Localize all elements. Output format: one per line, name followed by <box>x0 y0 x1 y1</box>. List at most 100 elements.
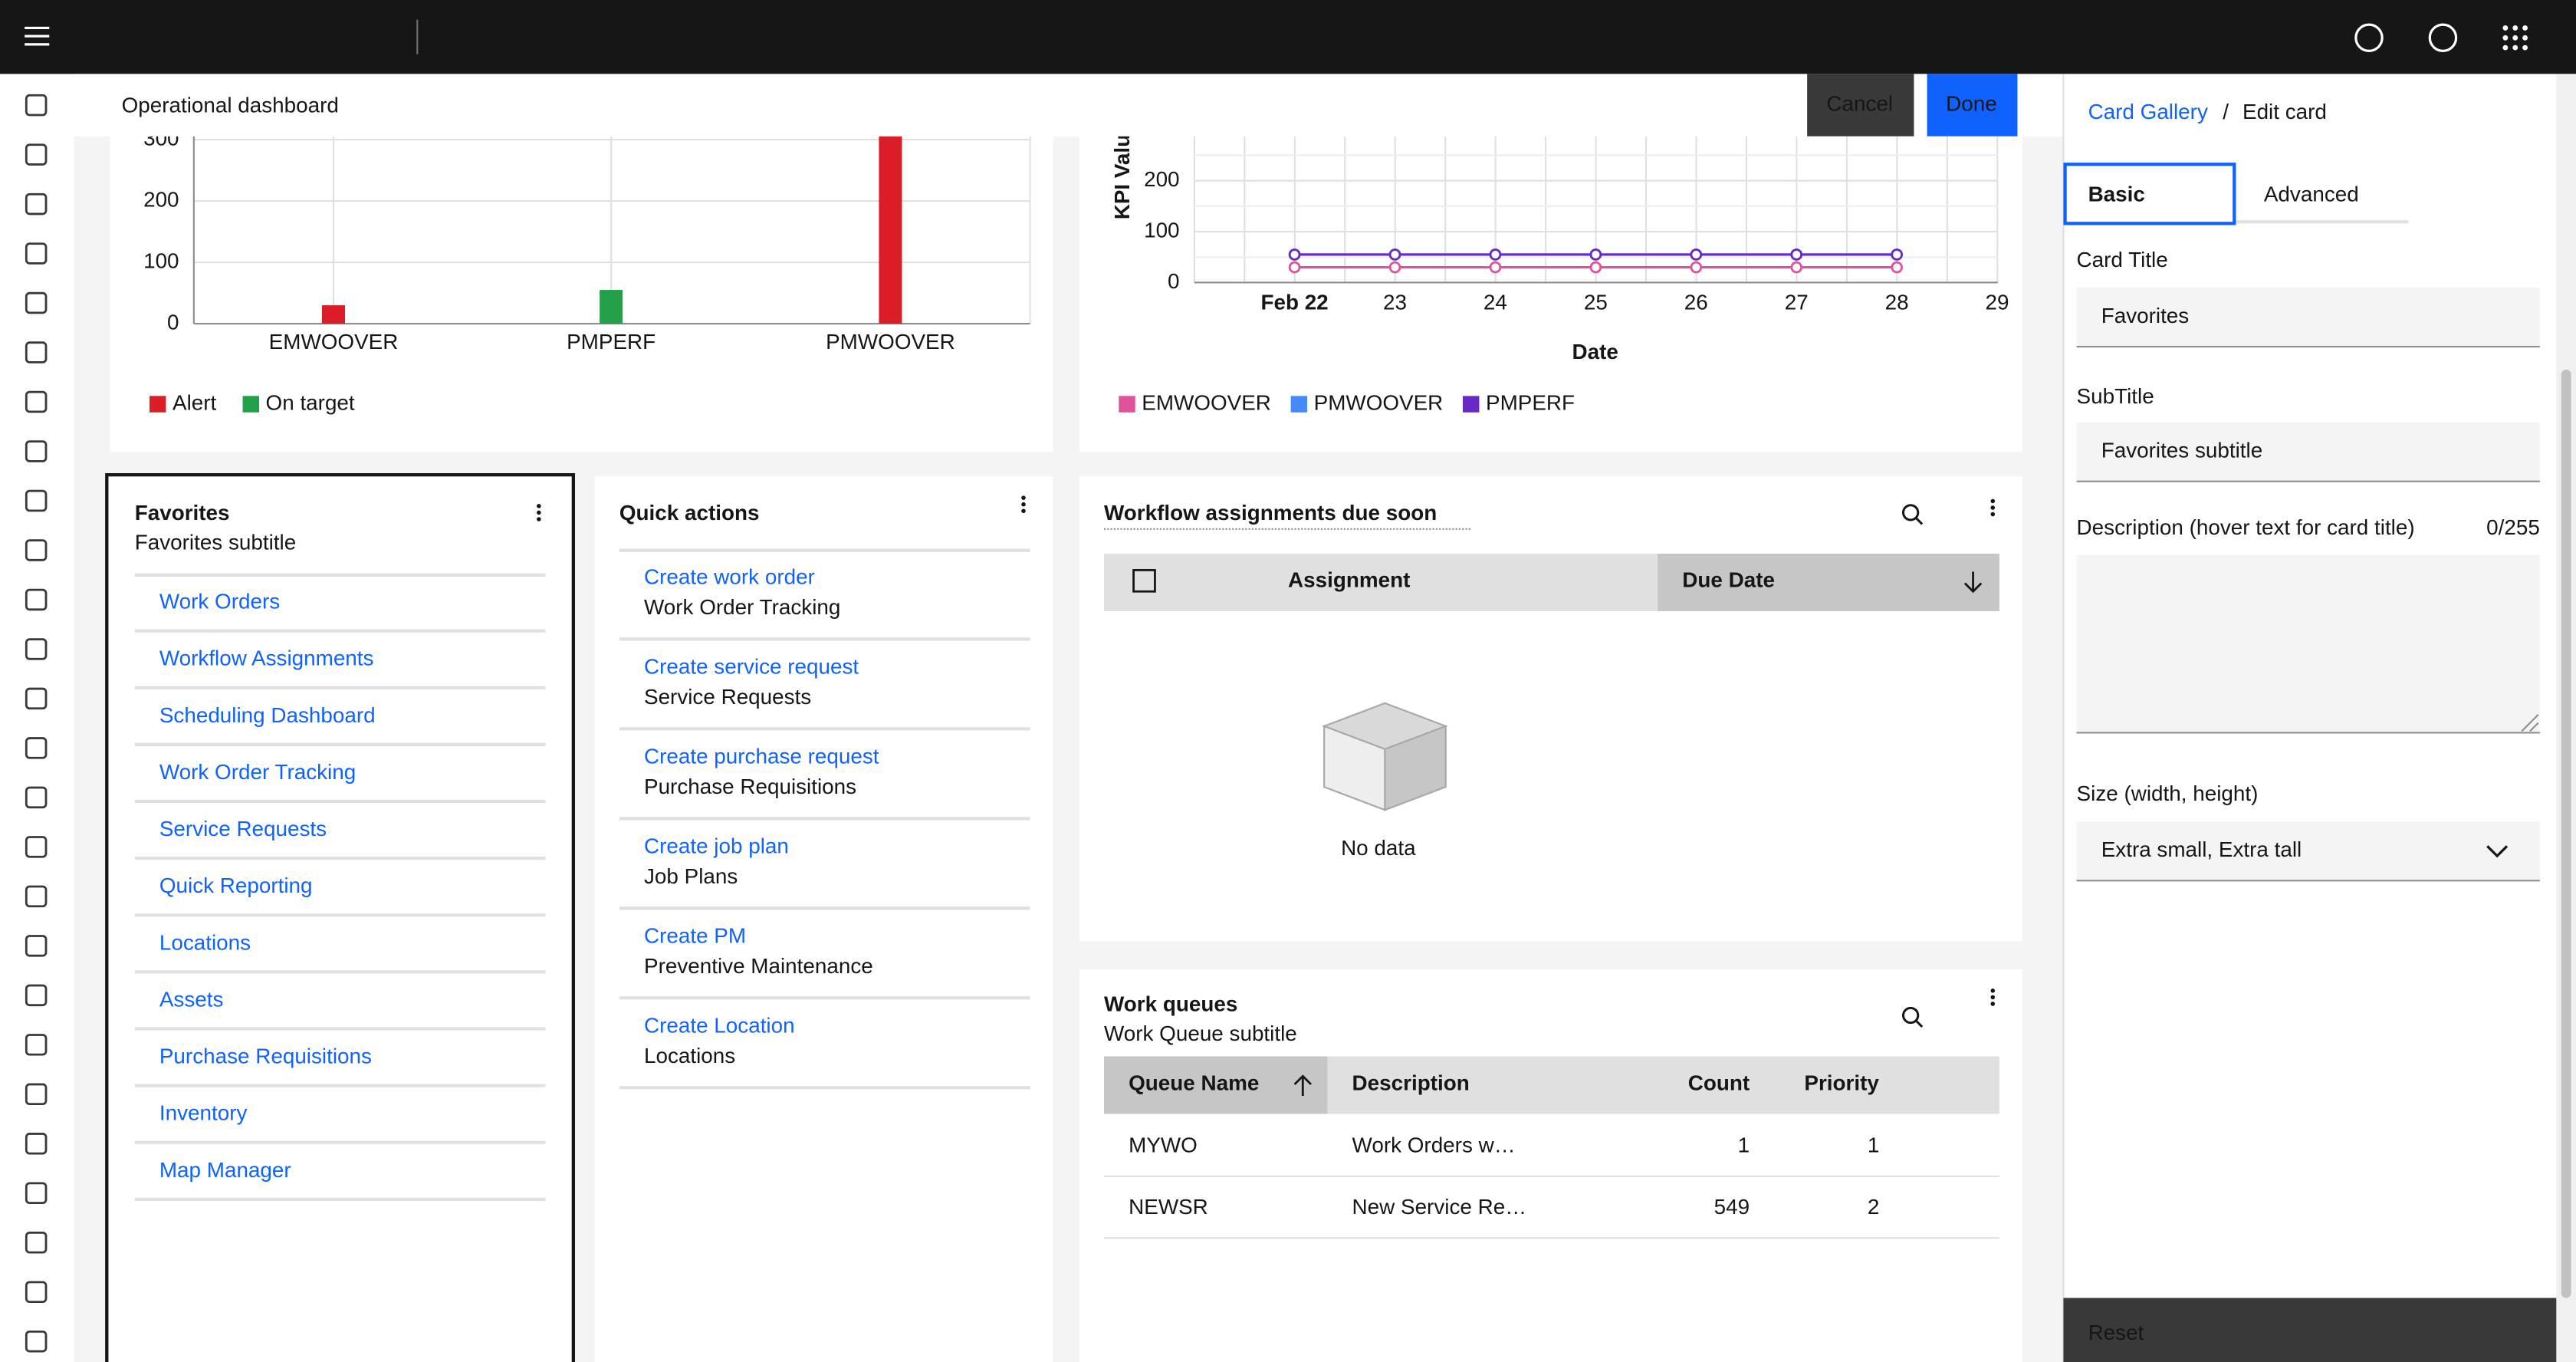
overflow-dot[interactable] <box>1021 508 1026 514</box>
favorite-link[interactable]: Work Order Tracking <box>159 760 356 784</box>
overflow-dot[interactable] <box>537 504 541 508</box>
overflow-dot[interactable] <box>1990 498 1996 504</box>
menu-icon[interactable] <box>25 26 50 46</box>
action-link[interactable]: Create job plan <box>644 834 789 857</box>
nav-icon[interactable] <box>25 885 48 908</box>
favorites-card[interactable] <box>105 472 575 1362</box>
nav-icon[interactable] <box>25 638 48 660</box>
queue-link[interactable]: MYWO <box>1129 1133 1198 1157</box>
search-icon <box>1915 1020 1924 1028</box>
workflow-card <box>1079 476 2022 942</box>
nav-icon[interactable] <box>25 935 48 957</box>
y-tick-label: 100 <box>1144 218 1179 242</box>
tab[interactable]: Basic <box>2088 182 2145 206</box>
point <box>1489 248 1502 261</box>
nav-icon[interactable] <box>25 786 48 809</box>
cancel-label[interactable]: Cancel <box>1826 91 1893 115</box>
overflow-dot[interactable] <box>1990 505 1996 510</box>
field-label: Description (hover text for card title) <box>2077 515 2415 539</box>
nav-icon[interactable] <box>25 440 48 462</box>
cancel-button[interactable] <box>1807 74 1914 137</box>
nav-icon[interactable] <box>25 143 48 166</box>
checkbox[interactable] <box>1132 568 1156 593</box>
favorite-link[interactable]: Map Manager <box>159 1158 291 1182</box>
done-button[interactable] <box>1927 74 2018 137</box>
scroll-thumb[interactable] <box>2561 370 2571 1298</box>
favorite-link[interactable]: Work Orders <box>159 590 280 614</box>
bar <box>879 136 902 324</box>
overflow-dot[interactable] <box>1990 995 1996 1000</box>
tab-selected[interactable] <box>2063 163 2236 225</box>
empty-box <box>1384 725 1447 811</box>
action-link[interactable]: Create purchase request <box>644 744 879 768</box>
nav-icon[interactable] <box>25 1182 48 1205</box>
x-tick-label: PMWOOVER <box>826 330 955 354</box>
search-icon[interactable] <box>1901 504 1920 521</box>
favorite-link[interactable]: Service Requests <box>159 817 327 841</box>
nav-icon[interactable] <box>25 984 48 1007</box>
size-dropdown[interactable] <box>2076 821 2540 881</box>
nav-icon[interactable] <box>25 291 48 314</box>
nav-icon[interactable] <box>25 836 48 858</box>
action-link[interactable]: Create Location <box>644 1013 795 1037</box>
subtitle-input[interactable] <box>2076 422 2540 482</box>
reset-bar[interactable] <box>2063 1298 2557 1362</box>
nav-icon[interactable] <box>25 1281 48 1303</box>
nav-icon[interactable] <box>25 1133 48 1155</box>
nav-icon[interactable] <box>25 1330 48 1353</box>
nav-icon[interactable] <box>25 242 48 265</box>
favorite-link[interactable]: Workflow Assignments <box>159 646 374 670</box>
overflow-dot[interactable] <box>1990 989 1996 993</box>
favorite-link[interactable]: Inventory <box>159 1101 248 1125</box>
queue-link[interactable]: NEWSR <box>1129 1195 1208 1219</box>
action-link[interactable]: Create service request <box>644 654 859 678</box>
action-link[interactable]: Create PM <box>644 923 746 947</box>
x-tick-label: 27 <box>1785 291 1809 314</box>
done-label[interactable]: Done <box>1946 91 1997 115</box>
favorite-link[interactable]: Purchase Requisitions <box>159 1045 372 1068</box>
search-icon[interactable] <box>1901 1006 1920 1025</box>
overflow-dot[interactable] <box>1021 502 1026 507</box>
title-input[interactable] <box>2076 287 2540 347</box>
nav-icon[interactable] <box>25 687 48 710</box>
legend-label: PMPERF <box>1486 390 1575 414</box>
nav-icon[interactable] <box>25 737 48 759</box>
favorite-link[interactable]: Quick Reporting <box>159 873 313 897</box>
action-link[interactable]: Create work order <box>644 564 815 588</box>
overflow-dot[interactable] <box>537 517 541 521</box>
nav-icon[interactable] <box>25 539 48 561</box>
sorted-header[interactable] <box>1104 1056 1328 1114</box>
reset-button[interactable]: Reset <box>2088 1321 2144 1344</box>
nav-icon[interactable] <box>25 489 48 512</box>
x-tick-label: Feb 22 <box>1260 291 1328 314</box>
overflow-dot[interactable] <box>1990 1002 1996 1006</box>
overflow-dot[interactable] <box>1990 512 1996 517</box>
legend-swatch <box>242 396 259 413</box>
field-label: Card Title <box>2077 248 2168 271</box>
breadcrumb-link[interactable]: Card Gallery <box>2088 100 2208 123</box>
favorite-link[interactable]: Scheduling Dashboard <box>159 703 376 727</box>
nav-icon[interactable] <box>25 341 48 364</box>
nav-icon[interactable] <box>25 1034 48 1056</box>
sorted-header[interactable] <box>1658 553 1999 611</box>
overflow-dot[interactable] <box>537 510 541 515</box>
overflow-dot[interactable] <box>1021 495 1026 500</box>
user-icon[interactable] <box>2428 23 2458 53</box>
description-input[interactable] <box>2076 555 2540 733</box>
nav-icon[interactable] <box>25 1232 48 1254</box>
apps-icon[interactable] <box>2502 25 2528 51</box>
point <box>1288 248 1301 261</box>
tab[interactable]: Advanced <box>2264 182 2359 206</box>
favorite-link[interactable]: Locations <box>159 930 251 954</box>
app-name: Manage <box>444 25 521 48</box>
nav-icon[interactable] <box>25 390 48 413</box>
nav-icon[interactable] <box>25 192 48 215</box>
char-count: 0/255 <box>2486 515 2540 539</box>
nav-icon[interactable] <box>25 94 48 117</box>
point <box>1489 261 1502 274</box>
nav-icon[interactable] <box>25 588 48 611</box>
nav-icon[interactable] <box>25 1083 48 1106</box>
y-tick-label: 300 <box>143 126 179 150</box>
help-icon[interactable] <box>2354 23 2384 53</box>
favorite-link[interactable]: Assets <box>159 987 224 1011</box>
